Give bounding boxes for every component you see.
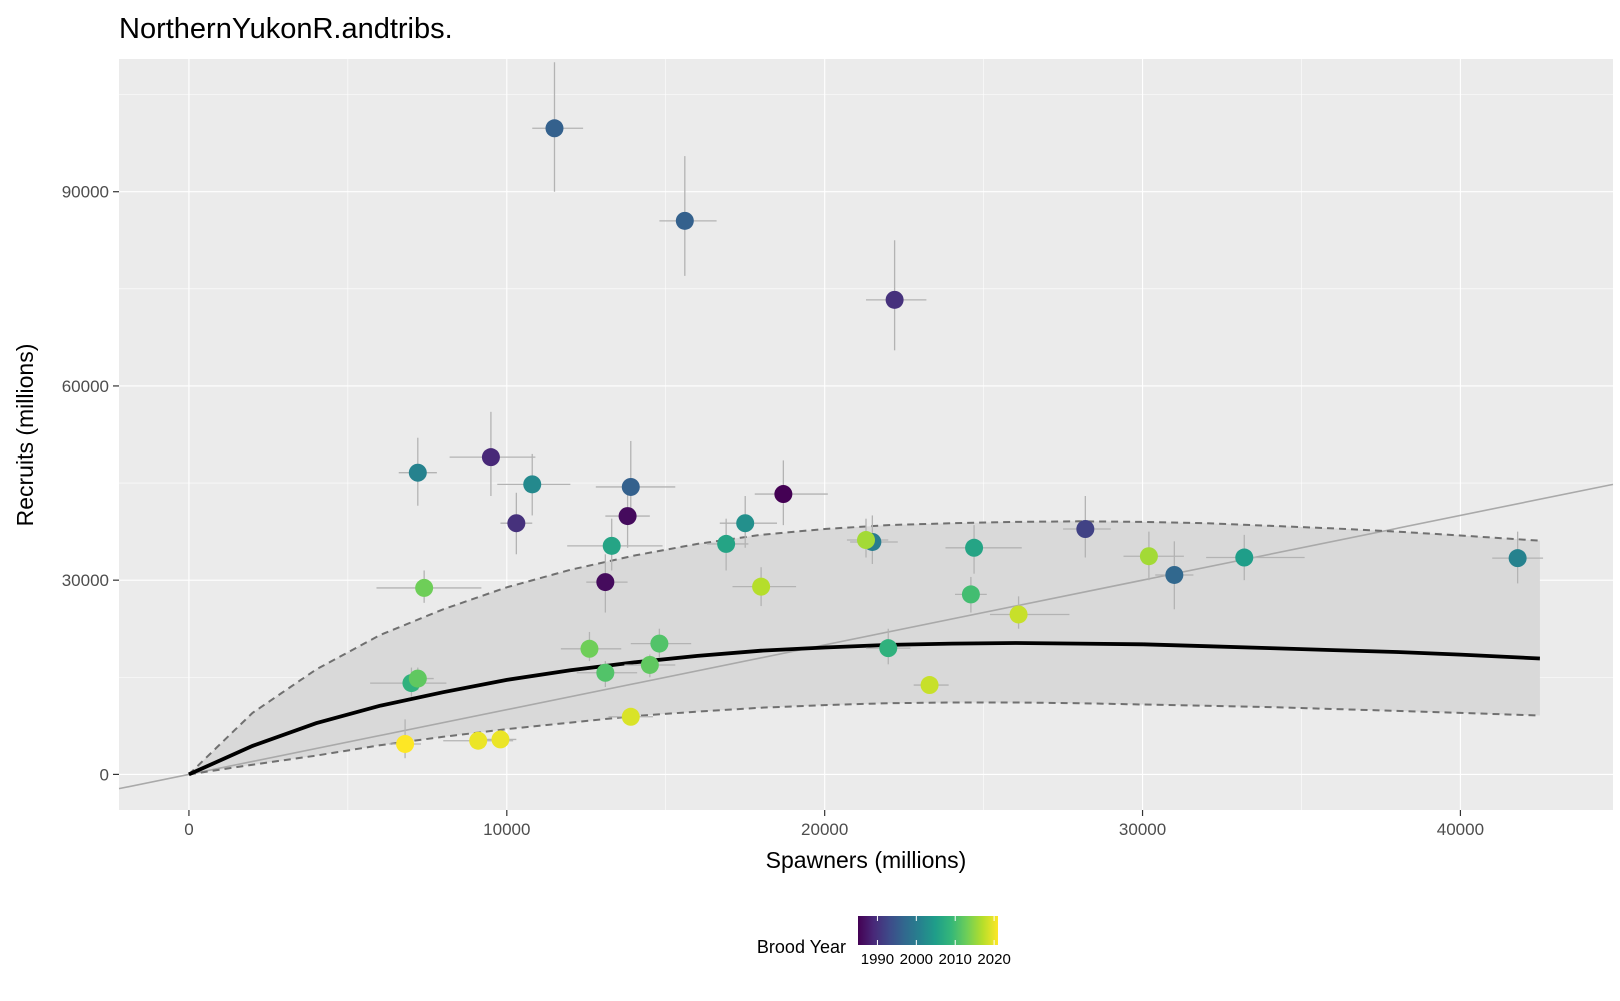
data-point — [717, 534, 736, 553]
data-point — [965, 538, 984, 557]
legend-tick-label: 2020 — [977, 951, 1010, 968]
axes: 0 10000 20000 30000 40000 0 30000 60000 90000 — [62, 183, 1484, 839]
data-point — [1235, 548, 1254, 567]
data-point — [1076, 520, 1095, 539]
data-point — [408, 669, 427, 688]
legend-tick-label: 2000 — [900, 951, 933, 968]
y-tick-label: 30000 — [62, 571, 109, 590]
credible-band-area — [188, 521, 1540, 775]
data-point — [736, 514, 755, 533]
chart-title: NorthernYukonR.andtribs. — [119, 13, 453, 45]
x-tick-label: 40000 — [1437, 820, 1484, 839]
median-fit-line — [188, 641, 1540, 777]
replacement-line — [118, 483, 1614, 790]
data-point — [1139, 547, 1158, 566]
data-point — [415, 578, 434, 597]
data-point — [523, 475, 542, 494]
x-tick-label: 20000 — [801, 820, 848, 839]
data-point — [545, 119, 564, 138]
y-tick-label: 90000 — [62, 183, 109, 202]
legend: Brood Year 1990 2000 2010 2020 — [757, 916, 1011, 968]
legend-tick-label: 2010 — [939, 951, 972, 968]
data-point — [961, 585, 980, 604]
data-point — [650, 634, 669, 653]
data-point — [596, 663, 615, 682]
lower-bound-line — [188, 701, 1540, 776]
data-point — [580, 639, 599, 658]
legend-colorbar — [858, 916, 998, 945]
data-point — [396, 734, 415, 753]
data-point — [675, 211, 694, 230]
data-point — [920, 676, 939, 695]
legend-ticks: 1990 2000 2010 2020 — [861, 916, 1011, 968]
x-tick-label: 0 — [184, 820, 193, 839]
legend-title: Brood Year — [757, 937, 846, 957]
data-point — [879, 639, 898, 658]
data-point — [1508, 549, 1527, 568]
credible-band — [188, 521, 1540, 775]
data-point — [621, 707, 640, 726]
data-point — [602, 536, 621, 555]
data-point — [618, 507, 637, 526]
data-point — [408, 463, 427, 482]
data-point — [752, 577, 771, 596]
legend-tick-label: 1990 — [861, 951, 894, 968]
data-point — [481, 448, 500, 467]
data-point — [774, 485, 793, 504]
data-point — [469, 731, 488, 750]
data-point — [491, 730, 510, 749]
x-tick-label: 10000 — [483, 820, 530, 839]
x-axis-title: Spawners (millions) — [766, 847, 967, 873]
data-point — [857, 531, 875, 550]
data-point — [507, 514, 526, 533]
data-points — [396, 119, 1527, 753]
y-tick-label: 60000 — [62, 377, 109, 396]
data-point — [1165, 565, 1184, 584]
y-axis-title: Recruits (millions) — [12, 344, 38, 527]
fit-lines — [118, 483, 1614, 790]
data-point — [640, 655, 659, 674]
data-point — [596, 573, 615, 592]
data-point — [885, 290, 904, 309]
data-point — [1009, 605, 1028, 624]
data-point — [621, 477, 640, 496]
x-tick-label: 30000 — [1119, 820, 1166, 839]
y-tick-label: 0 — [100, 765, 109, 784]
